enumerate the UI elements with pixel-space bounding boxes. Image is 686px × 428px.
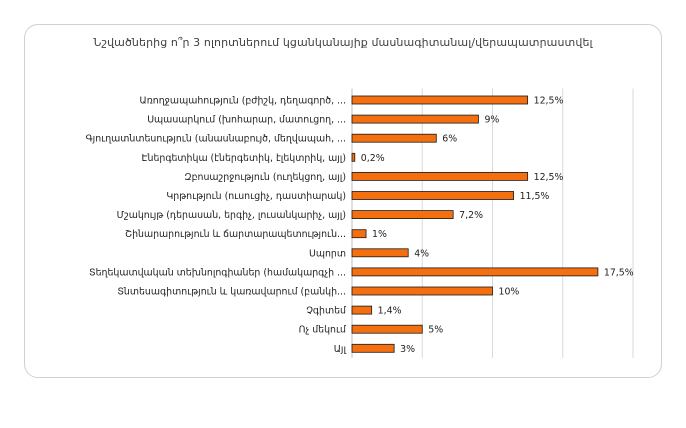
data-label: 12,5% — [534, 172, 564, 183]
bar — [351, 248, 409, 258]
category-label: Մշակույթ (դերասան, երգիչ, լուսանկարիչ, ա… — [117, 210, 346, 221]
bar — [351, 114, 479, 124]
bar — [351, 171, 529, 181]
category-label: Ոչ մեկում — [299, 325, 347, 336]
category-label: Գյուղատնտեսություն (անասնաբույծ, մեղվապա… — [86, 134, 346, 145]
category-label: Տնտեսագիտություն և կառավարում (բանկի... — [117, 287, 346, 298]
bar — [351, 210, 454, 220]
category-label: Առողջապահություն (բժիշկ, դեղագործ, ... — [140, 96, 346, 107]
data-label: 7,2% — [459, 210, 483, 221]
data-label: 3% — [400, 344, 415, 355]
bar — [351, 267, 599, 277]
category-label: Չգիտեմ — [306, 306, 347, 317]
bar — [351, 229, 367, 239]
category-label: Այլ — [334, 344, 347, 355]
chart-title: Նշվածներից ո՞ր 3 ոլորտներում կցանկանայիք… — [93, 36, 593, 49]
chart-frame — [24, 24, 662, 378]
bar — [351, 286, 493, 296]
data-label: 0,2% — [361, 153, 385, 164]
data-label: 12,5% — [534, 96, 564, 107]
category-label: Սպասարկում (խոհարար, մատուցող, ... — [147, 115, 346, 126]
category-label: Զբոսաշրջություն (ուղեկցող, այլ) — [184, 172, 346, 183]
data-label: 1,4% — [378, 306, 402, 317]
category-label: Տեղեկատվական տեխնոլոգիաներ (համակարգչի .… — [89, 267, 346, 278]
bar — [351, 133, 437, 143]
data-label: 1% — [372, 229, 387, 240]
data-label: 6% — [442, 134, 457, 145]
bar — [351, 305, 373, 315]
bar — [351, 324, 423, 334]
bar — [351, 343, 395, 353]
data-label: 5% — [428, 325, 443, 336]
category-label: Շինարարություն և ճարտարապետություն... — [125, 229, 346, 240]
data-label: 9% — [484, 115, 499, 126]
category-label: Կրթություն (ուսուցիչ, դաստիարակ) — [166, 191, 346, 202]
category-label: Սպորտ — [309, 248, 346, 259]
data-label: 11,5% — [520, 191, 550, 202]
data-label: 17,5% — [604, 267, 634, 278]
data-label: 10% — [499, 287, 520, 298]
bar — [351, 191, 514, 200]
bar — [351, 152, 356, 162]
category-label: Էներգետիկա (էներգետիկ, էլեկտրիկ, այլ) — [142, 153, 347, 164]
data-label: 4% — [414, 248, 429, 259]
bar — [351, 95, 529, 105]
